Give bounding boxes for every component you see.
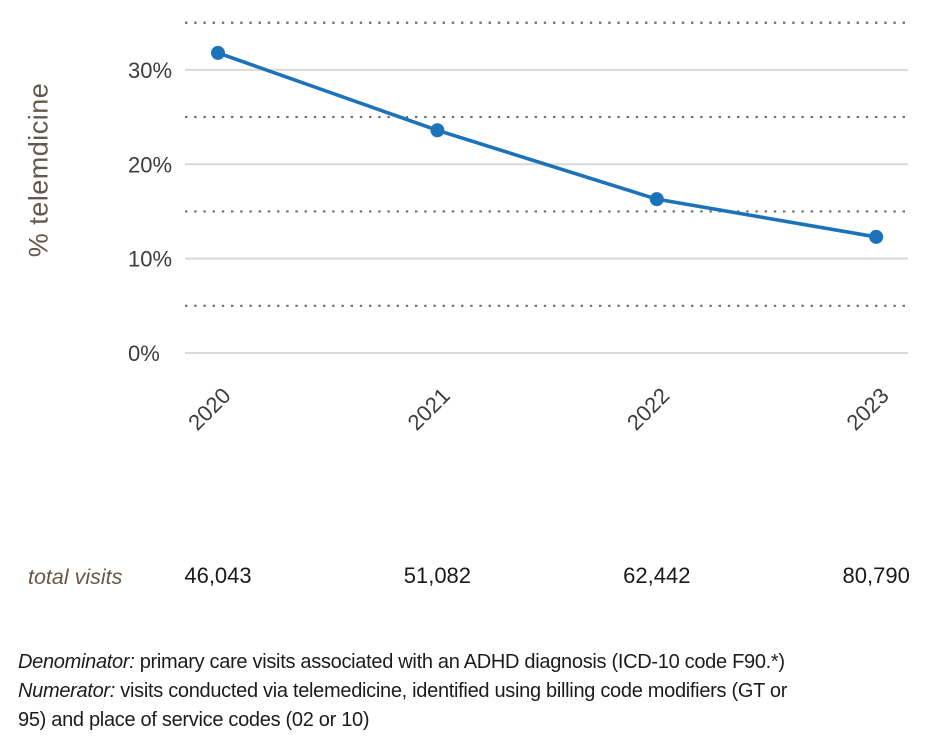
telemedicine-line-chart: 0% 10% 20% 30% 2020 2021 2022 2023 bbox=[128, 21, 908, 435]
footnote-lead-denominator: Denominator: bbox=[18, 651, 135, 673]
total-visits-value: 62,442 bbox=[623, 563, 691, 588]
x-tick-label: 2020 bbox=[183, 383, 235, 435]
totals-row-label: total visits bbox=[28, 565, 123, 589]
footnote-text-denominator: primary care visits associated with an A… bbox=[134, 651, 785, 673]
data-point bbox=[869, 229, 884, 244]
y-tick-label: 30% bbox=[128, 58, 172, 83]
footnote-text-continuation: 95) and place of service codes (02 or 10… bbox=[18, 709, 370, 731]
y-tick-label: 0% bbox=[128, 341, 160, 366]
total-visits-value: 80,790 bbox=[842, 563, 910, 588]
data-point bbox=[211, 45, 225, 60]
x-tick-label: 2023 bbox=[841, 383, 893, 435]
data-point bbox=[430, 123, 445, 138]
data-point bbox=[649, 192, 664, 207]
total-visits-value: 51,082 bbox=[403, 563, 472, 588]
footnote: Denominator: primary care visits associa… bbox=[18, 648, 933, 735]
y-tick-label: 20% bbox=[128, 152, 172, 177]
y-tick-label: 10% bbox=[128, 247, 172, 272]
footnote-line-numerator: Numerator: visits conducted via telemedi… bbox=[18, 677, 933, 706]
footnote-lead-numerator: Numerator: bbox=[18, 680, 116, 702]
trend-line bbox=[216, 51, 879, 239]
footnote-line-continuation: 95) and place of service codes (02 or 10… bbox=[18, 706, 933, 735]
x-tick-label: 2022 bbox=[622, 383, 674, 435]
footnote-text-numerator: visits conducted via telemedicine, ident… bbox=[115, 680, 788, 702]
totals-row: total visits 46,043 51,082 62,442 80,790 bbox=[0, 563, 939, 593]
x-tick-label: 2021 bbox=[403, 383, 455, 435]
footnote-line-denominator: Denominator: primary care visits associa… bbox=[18, 648, 933, 677]
total-visits-value: 46,043 bbox=[184, 563, 252, 588]
